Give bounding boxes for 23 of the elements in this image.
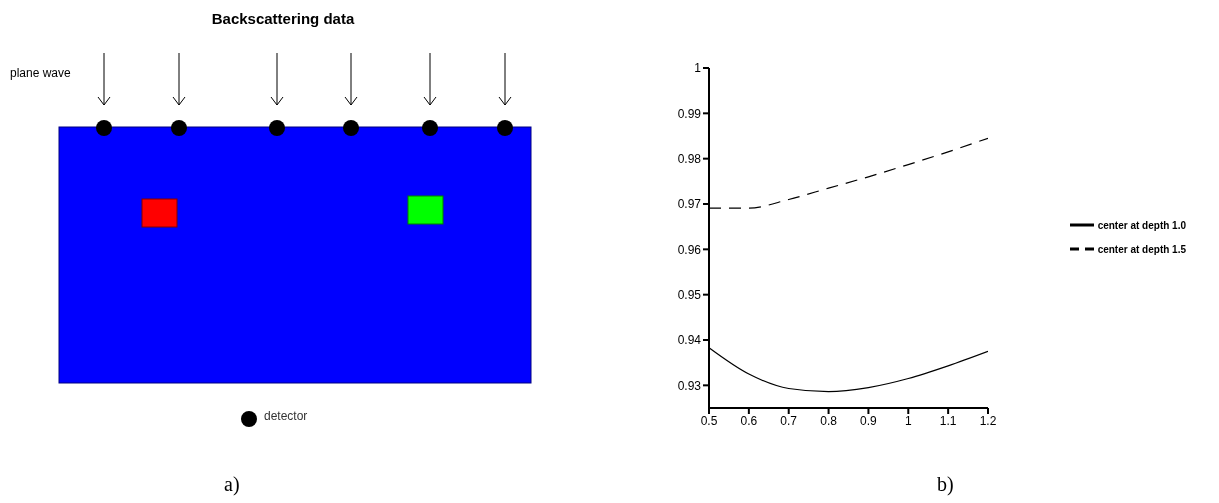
text: plane wave: [10, 66, 71, 80]
legend-label: center at depth 1.5: [1097, 243, 1186, 255]
x-tick-label: 0.6: [740, 413, 758, 428]
text: b): [937, 473, 954, 496]
y-tick-label: 0.95: [677, 287, 702, 302]
text: detector: [264, 409, 308, 423]
y-tick-label: 0.98: [677, 151, 702, 166]
x-tick-label: 0.7: [780, 413, 798, 428]
y-tick-label: 0.99: [677, 106, 702, 121]
x-tick-label: 0.9: [860, 413, 878, 428]
x-tick-label: 1.1: [939, 413, 957, 428]
x-tick-label: 0.8: [820, 413, 838, 428]
text: a): [224, 473, 240, 496]
x-tick-label: 1: [904, 413, 912, 428]
y-tick-label: 0.94: [677, 333, 702, 348]
text: Backscattering data: [210, 10, 356, 27]
x-tick-label: 0.5: [700, 413, 718, 428]
x-tick-label: 1.2: [979, 413, 997, 428]
y-tick-label: 1: [694, 61, 702, 76]
y-tick-label: 0.97: [677, 197, 702, 212]
y-tick-label: 0.93: [677, 378, 702, 393]
legend-label: center at depth 1.0: [1097, 219, 1186, 231]
y-tick-label: 0.96: [677, 242, 702, 257]
